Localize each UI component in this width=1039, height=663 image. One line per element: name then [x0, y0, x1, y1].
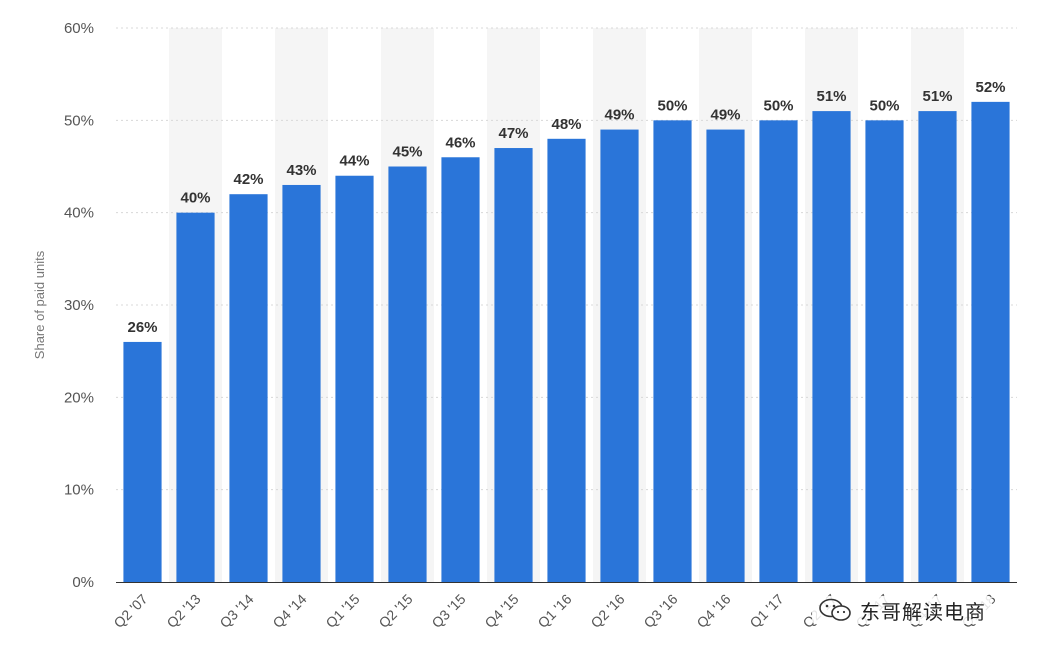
- y-axis-title: Share of paid units: [32, 250, 47, 359]
- bar: [971, 101, 1010, 582]
- bar: [547, 138, 586, 583]
- bar: [759, 120, 798, 582]
- x-tick-label: Q4 '16: [693, 591, 733, 631]
- y-tick-label: 40%: [64, 205, 94, 222]
- bar: [441, 157, 480, 582]
- x-tick-label: Q3 '14: [216, 591, 256, 631]
- data-label: 51%: [816, 88, 846, 105]
- data-label: 51%: [922, 88, 952, 105]
- bar: [388, 166, 427, 582]
- bar: [600, 129, 639, 583]
- bar: [335, 175, 374, 582]
- data-label: 48%: [551, 116, 581, 133]
- x-tick-label: Q2 '16: [587, 591, 627, 631]
- data-label: 45%: [392, 144, 422, 161]
- x-tick-label: Q1 '15: [322, 591, 362, 631]
- y-tick-label: 10%: [64, 482, 94, 499]
- bar: [706, 129, 745, 583]
- data-label: 47%: [498, 125, 528, 142]
- y-tick-label: 20%: [64, 389, 94, 406]
- x-tick-label: Q4 '14: [269, 591, 309, 631]
- x-tick-label: Q2 '15: [375, 591, 415, 631]
- bar: [123, 341, 162, 582]
- bar: [918, 111, 957, 582]
- bar: [494, 148, 533, 583]
- x-tick-label: Q3 '16: [640, 591, 680, 631]
- data-label: 42%: [233, 171, 263, 188]
- y-tick-label: 50%: [64, 112, 94, 129]
- data-label: 26%: [127, 319, 157, 336]
- bar: [176, 212, 215, 582]
- bar: [282, 184, 321, 582]
- bar: [653, 120, 692, 582]
- data-label: 50%: [869, 97, 899, 114]
- wechat-icon: [819, 598, 851, 621]
- bar: [865, 120, 904, 582]
- bar: [812, 111, 851, 582]
- y-tick-label: 0%: [72, 574, 94, 591]
- bars: [123, 101, 1010, 583]
- data-label: 49%: [710, 107, 740, 124]
- data-label: 50%: [657, 97, 687, 114]
- watermark-text: 东哥解读电商: [860, 599, 986, 624]
- x-tick-label: Q4 '15: [481, 591, 521, 631]
- watermark: 东哥解读电商: [812, 596, 992, 624]
- data-label: 52%: [975, 79, 1005, 96]
- x-tick-label: Q1 '17: [746, 591, 786, 631]
- data-label: 43%: [286, 162, 316, 179]
- data-label: 40%: [180, 190, 210, 207]
- data-label: 46%: [445, 134, 475, 151]
- x-tick-label: Q2 '13: [163, 591, 203, 631]
- data-label: 44%: [339, 153, 369, 170]
- y-tick-label: 60%: [64, 20, 94, 37]
- data-labels: 26% 40% 42% 43% 44% 45% 46% 47% 48% 49% 50% 49% 50% 5…: [127, 79, 1005, 336]
- data-label: 50%: [763, 97, 793, 114]
- y-axis-ticks: 0% 10% 20% 30% 40% 50% 60%: [64, 20, 94, 591]
- x-tick-label: Q2 '07: [110, 591, 150, 631]
- x-tick-label: Q1 '16: [534, 591, 574, 631]
- y-tick-label: 30%: [64, 297, 94, 314]
- data-label: 49%: [604, 107, 634, 124]
- x-tick-label: Q3 '15: [428, 591, 468, 631]
- bar: [229, 194, 268, 582]
